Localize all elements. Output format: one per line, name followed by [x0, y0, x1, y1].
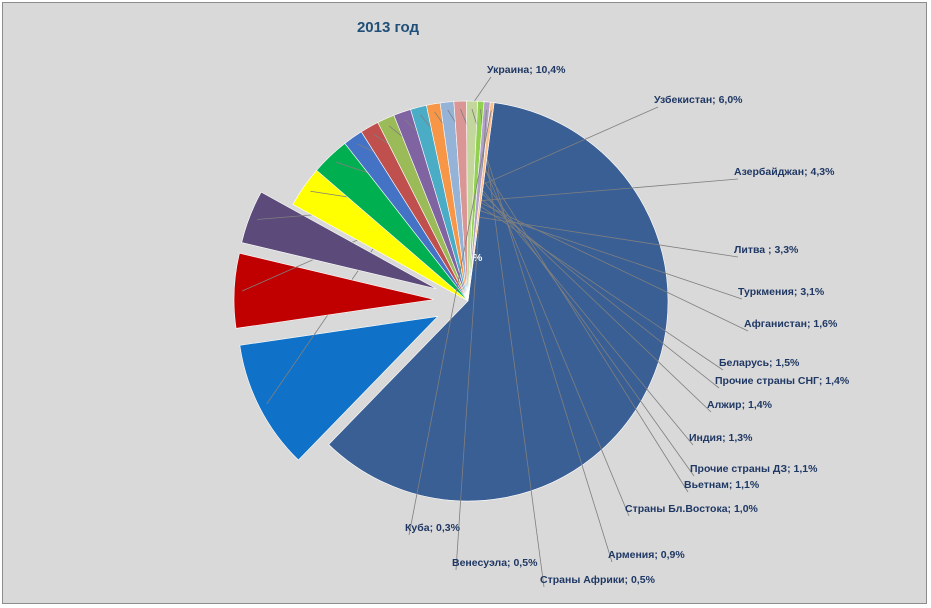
pie-chart: Казахстан; 60,0%Украина; 10,4%Узбекистан…	[233, 64, 850, 588]
pie-slice	[328, 102, 669, 502]
slice-label: Страны Африки; 0,5%	[540, 574, 656, 586]
chart-title: 2013 год	[356, 19, 420, 36]
slice-label: Беларусь; 1,5%	[719, 357, 800, 369]
pie-slice	[233, 252, 435, 329]
slice-label: Страны Бл.Востока; 1,0%	[625, 503, 759, 515]
slice-label: Узбекистан; 6,0%	[654, 94, 743, 106]
slice-label: Куба; 0,3%	[405, 522, 461, 534]
leader-line	[408, 110, 492, 536]
leader-line	[480, 109, 545, 588]
leader-line	[471, 108, 613, 563]
pie-slice	[239, 316, 439, 461]
slice-label: Алжир; 1,4%	[707, 399, 773, 411]
leader-line	[460, 108, 630, 517]
slice-label: Литва ; 3,3%	[734, 244, 799, 256]
slice-label: Венесуэла; 0,5%	[452, 557, 538, 569]
slice-label: Вьетнам; 1,1%	[684, 479, 760, 491]
pie-slice	[241, 191, 437, 290]
slice-label: Туркмения; 3,1%	[738, 286, 825, 298]
leader-line	[447, 109, 689, 493]
pie-slice	[467, 101, 495, 302]
slice-label: Афганистан; 1,6%	[744, 318, 838, 330]
slice-label: Украина; 10,4%	[487, 64, 566, 76]
slice-label: Прочие страны ДЗ; 1,1%	[690, 463, 818, 475]
slice-label: Армения; 0,9%	[608, 549, 685, 561]
slice-label: Индия; 1,3%	[689, 432, 753, 444]
slice-label: Прочие страны СНГ; 1,4%	[715, 375, 850, 387]
slice-label: Азербайджан; 4,3%	[734, 166, 835, 178]
